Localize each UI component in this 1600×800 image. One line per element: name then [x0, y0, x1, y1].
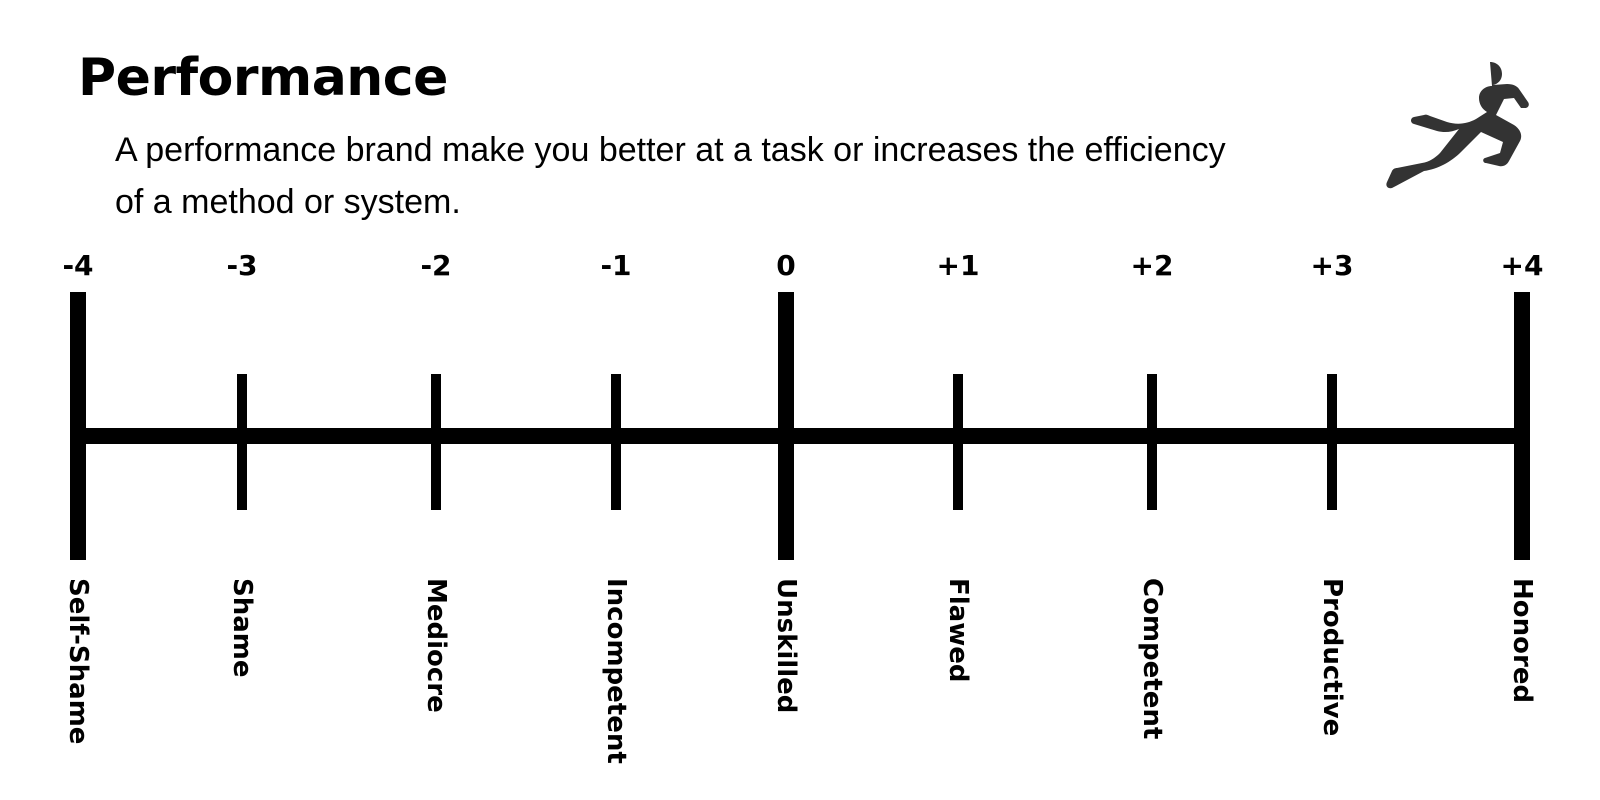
scale-label-8: Productive — [1317, 578, 1347, 737]
scale-value-7: +2 — [1130, 249, 1174, 282]
scale-label-7: Competent — [1137, 578, 1167, 740]
scale-tick-6 — [953, 374, 963, 510]
description-text: A performance brand make you better at a… — [115, 131, 1226, 221]
scale-value-1: -4 — [62, 249, 94, 282]
scale-tick-9 — [1514, 292, 1530, 560]
scale-label-6: Flawed — [943, 578, 973, 683]
scale-label-2: Shame — [227, 578, 257, 678]
scale-tick-4 — [611, 374, 621, 510]
scale-tick-5 — [778, 292, 794, 560]
scale-label-5: Unskilled — [771, 578, 801, 714]
scale-value-2: -3 — [226, 249, 258, 282]
scale-value-5: 0 — [776, 249, 796, 282]
scale-value-3: -2 — [420, 249, 452, 282]
scale-tick-7 — [1147, 374, 1157, 510]
runner-icon-graphic — [1386, 62, 1529, 189]
scale-label-4: Incompetent — [601, 578, 631, 764]
scale-tick-3 — [431, 374, 441, 510]
scale-value-6: +1 — [936, 249, 980, 282]
scale-value-4: -1 — [600, 249, 632, 282]
scale-value-9: +4 — [1500, 249, 1544, 282]
runner-icon — [1370, 54, 1546, 206]
scale-value-8: +3 — [1310, 249, 1354, 282]
scale-label-1: Self-Shame — [63, 578, 93, 745]
scale-tick-8 — [1327, 374, 1337, 510]
scale-axis-line — [78, 428, 1526, 444]
scale-label-3: Mediocre — [421, 578, 451, 713]
scale-label-9: Honored — [1507, 578, 1537, 704]
page-title: Performance — [78, 48, 448, 108]
scale-tick-2 — [237, 374, 247, 510]
scale-tick-1 — [70, 292, 86, 560]
